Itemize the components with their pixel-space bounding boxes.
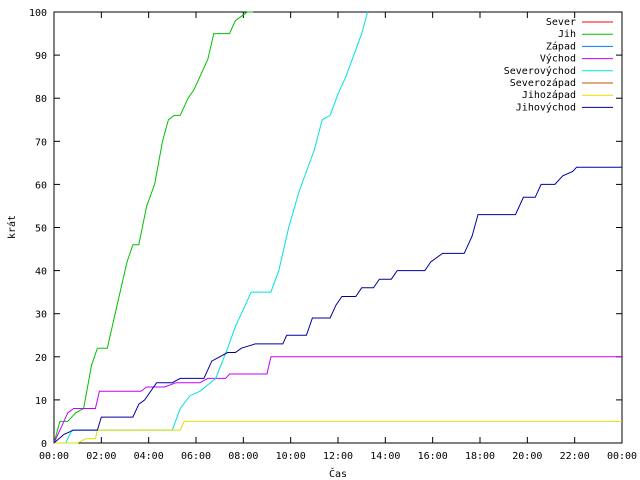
y-tick-label: 40 xyxy=(35,267,47,278)
series-line-4 xyxy=(65,11,369,444)
y-axis-label: krát xyxy=(6,215,18,239)
axis-ticks: 0 10 20 30 40 50 60 70 80 90 100 00:00 02:00 04:00 06:… xyxy=(29,8,637,462)
x-tick-label: 04:00 xyxy=(134,451,164,462)
series-line-7 xyxy=(53,166,622,444)
x-tick-label: 12:00 xyxy=(323,451,353,462)
y-tick-label: 0 xyxy=(41,439,47,450)
x-tick-label: 20:00 xyxy=(512,451,542,462)
y-tick-label: 20 xyxy=(35,353,47,364)
legend-label: Jihozápad xyxy=(522,89,576,101)
x-tick-label: 02:00 xyxy=(86,451,116,462)
x-tick-label: 08:00 xyxy=(228,451,258,462)
y-tick-label: 30 xyxy=(35,310,47,321)
series-line-6 xyxy=(54,420,622,444)
legend-label: Východ xyxy=(540,53,576,65)
legend-label: Jihovýchod xyxy=(516,101,576,113)
x-axis-label: Čas xyxy=(329,467,347,480)
x-tick-label: 10:00 xyxy=(276,451,306,462)
legend: SeverJihZápadVýchodSeverovýchodSeverozáp… xyxy=(504,17,613,113)
legend-label: Severovýchod xyxy=(504,65,576,77)
y-tick-label: 90 xyxy=(35,51,47,62)
x-tick-label: 06:00 xyxy=(181,451,211,462)
y-tick-label: 60 xyxy=(35,180,47,191)
series-lines xyxy=(53,11,622,444)
x-tick-label: 22:00 xyxy=(560,451,590,462)
y-tick-label: 10 xyxy=(35,396,47,407)
x-tick-label: 14:00 xyxy=(370,451,400,462)
y-tick-label: 100 xyxy=(29,8,47,19)
legend-label: Sever xyxy=(546,17,576,28)
legend-label: Jih xyxy=(558,29,576,40)
x-tick-label: 18:00 xyxy=(465,451,495,462)
y-tick-label: 80 xyxy=(35,94,47,105)
legend-label: Severozápad xyxy=(510,77,576,89)
legend-label: Západ xyxy=(546,40,576,52)
y-tick-label: 70 xyxy=(35,137,47,148)
series-line-3 xyxy=(53,356,622,444)
x-tick-label: 00:00 xyxy=(39,451,69,462)
x-tick-label: 00:00 xyxy=(607,451,637,462)
series-line-1 xyxy=(53,11,254,444)
x-tick-label: 16:00 xyxy=(418,451,448,462)
y-tick-label: 50 xyxy=(35,224,47,235)
